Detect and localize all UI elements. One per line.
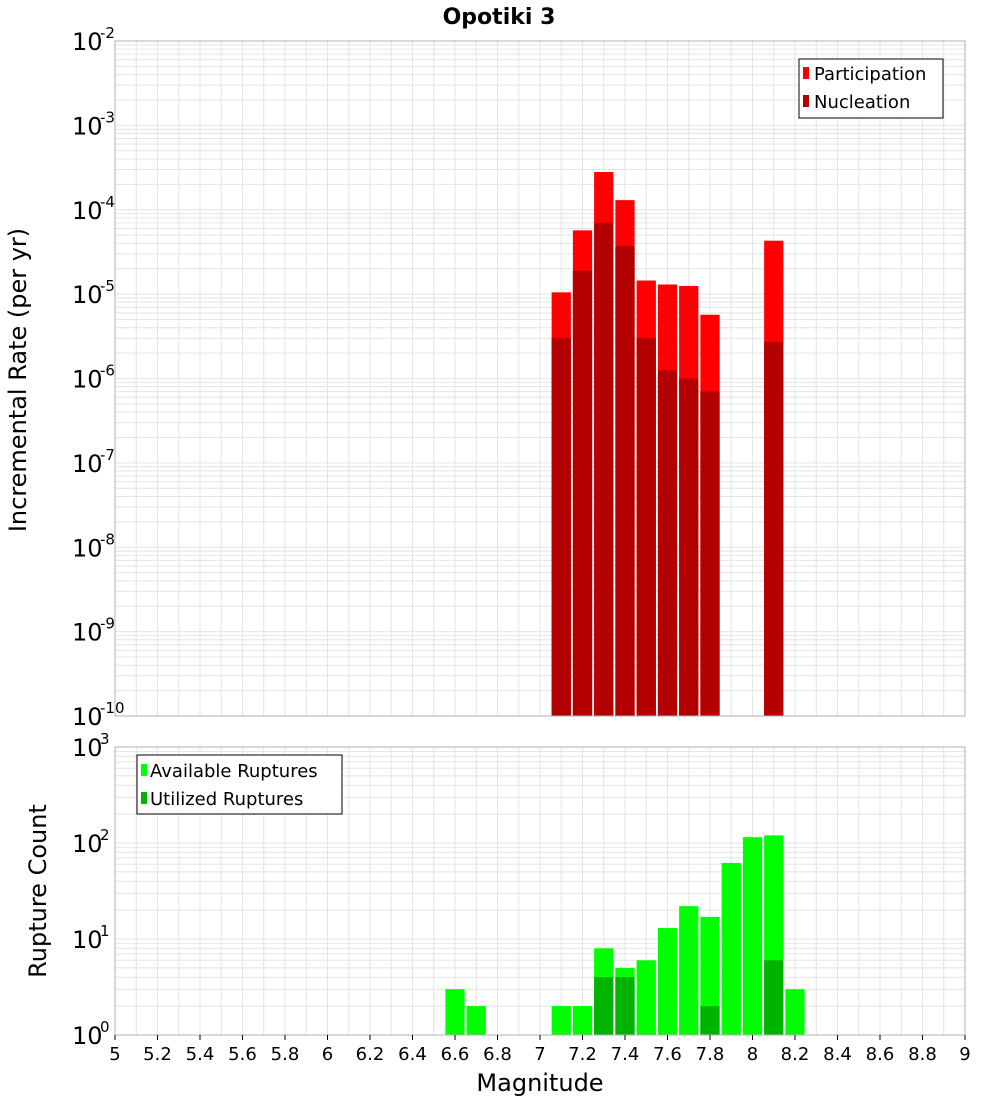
magnitude-x-ticks: 5 5.2 5.4 5.6 5.8 6 6.2 6.4 6.6 6.8 7 7.2 7.4 7.6 7.8 8… xyxy=(109,1035,971,1065)
x-tick-label: 5.2 xyxy=(143,1044,172,1065)
x-tick-label: 5.6 xyxy=(228,1044,257,1065)
nucleation-bar xyxy=(551,338,571,716)
rate-y-tick-exponent: -2 xyxy=(100,24,115,42)
utilized-ruptures-bar xyxy=(594,977,614,1035)
x-tick-label: 7.6 xyxy=(653,1044,682,1065)
rate-y-tick-exponent: -8 xyxy=(100,530,115,548)
utilized-ruptures-bar xyxy=(700,1006,720,1035)
available-legend-label: Available Ruptures xyxy=(150,761,318,782)
rate-y-tick-label: 10 xyxy=(72,619,103,647)
rate-y-tick-label: 10 xyxy=(72,366,103,394)
nucleation-bar xyxy=(700,391,720,716)
x-tick-label: 7.8 xyxy=(696,1044,725,1065)
available-ruptures-bar xyxy=(742,837,763,1035)
rate-y-tick-exponent: -7 xyxy=(100,446,115,464)
count-y-tick-exponent: 2 xyxy=(100,826,110,844)
count-bars xyxy=(445,835,805,1035)
available-ruptures-bar xyxy=(466,1006,486,1035)
rate-y-tick-label: 10 xyxy=(72,281,103,309)
x-tick-label: 6.4 xyxy=(398,1044,427,1065)
x-tick-label: 6.8 xyxy=(483,1044,512,1065)
count-y-tick-exponent: 0 xyxy=(100,1018,110,1036)
x-tick-label: 5 xyxy=(109,1044,120,1065)
x-tick-label: 6 xyxy=(322,1044,333,1065)
x-tick-label: 7.2 xyxy=(568,1044,597,1065)
available-ruptures-bar xyxy=(721,862,741,1035)
x-axis-title: Magnitude xyxy=(476,1069,603,1097)
available-legend-swatch xyxy=(141,764,147,776)
count-y-tick-label: 10 xyxy=(72,1022,103,1050)
rate-y-tick-label: 10 xyxy=(72,112,103,140)
nucleation-bar xyxy=(594,222,614,716)
rate-y-tick-exponent: -10 xyxy=(100,699,125,717)
rate-y-tick-label: 10 xyxy=(72,28,103,56)
x-tick-label: 9 xyxy=(959,1044,970,1065)
rate-legend: Participation Nucleation xyxy=(798,58,944,119)
nucleation-bar xyxy=(679,378,699,716)
rate-y-tick-exponent: -3 xyxy=(100,108,115,126)
rate-legend-box xyxy=(798,58,944,119)
rate-plot-frame xyxy=(114,40,966,717)
count-y-tick-label: 10 xyxy=(72,926,103,954)
rate-y-tick-label: 10 xyxy=(72,197,103,225)
x-tick-label: 7.4 xyxy=(611,1044,640,1065)
nucleation-bar xyxy=(615,246,635,716)
rate-y-tick-label: 10 xyxy=(72,450,103,478)
nucleation-bar xyxy=(636,338,656,716)
x-tick-label: 8 xyxy=(747,1044,758,1065)
available-ruptures-bar xyxy=(785,989,805,1035)
nucleation-bar xyxy=(572,270,593,716)
x-tick-label: 7 xyxy=(534,1044,545,1065)
available-ruptures-bar xyxy=(636,960,656,1035)
available-ruptures-bar xyxy=(679,906,699,1035)
rate-y-axis-title: Incremental Rate (per yr) xyxy=(4,228,32,532)
x-tick-label: 8.8 xyxy=(908,1044,937,1065)
rate-y-tick-exponent: -5 xyxy=(100,277,115,295)
count-y-tick-label: 10 xyxy=(72,734,103,762)
nucleation-bar xyxy=(764,342,784,716)
x-tick-label: 6.6 xyxy=(441,1044,470,1065)
participation-legend-swatch xyxy=(803,67,809,79)
x-tick-label: 8.4 xyxy=(823,1044,852,1065)
x-tick-label: 8.6 xyxy=(866,1044,895,1065)
count-y-tick-exponent: 3 xyxy=(100,730,110,748)
rate-grid xyxy=(115,41,965,717)
available-ruptures-bar xyxy=(551,1006,571,1035)
rate-y-tick-label: 10 xyxy=(72,703,103,731)
x-tick-label: 5.4 xyxy=(186,1044,215,1065)
nucleation-legend-swatch xyxy=(803,95,809,107)
rate-bars xyxy=(551,172,784,717)
rate-y-tick-exponent: -9 xyxy=(100,615,115,633)
available-ruptures-bar xyxy=(445,989,465,1035)
available-ruptures-bar xyxy=(657,928,678,1035)
available-ruptures-bar xyxy=(572,1006,593,1035)
x-tick-label: 8.2 xyxy=(781,1044,810,1065)
count-y-tick-exponent: 1 xyxy=(100,922,110,940)
chart-title: Opotiki 3 xyxy=(443,5,556,30)
count-y-axis-title: Rupture Count xyxy=(24,804,52,978)
nucleation-legend-label: Nucleation xyxy=(814,92,910,113)
nucleation-bar xyxy=(657,370,678,716)
count-legend: Available Ruptures Utilized Ruptures xyxy=(136,754,343,815)
available-ruptures-bar xyxy=(700,916,720,1035)
participation-legend-label: Participation xyxy=(814,64,926,85)
count-y-tick-label: 10 xyxy=(72,830,103,858)
x-tick-label: 6.2 xyxy=(356,1044,385,1065)
utilized-legend-label: Utilized Ruptures xyxy=(150,789,303,810)
rate-y-tick-label: 10 xyxy=(72,534,103,562)
utilized-ruptures-bar xyxy=(615,977,635,1035)
rate-y-tick-exponent: -4 xyxy=(100,193,115,211)
x-tick-label: 5.8 xyxy=(271,1044,300,1065)
utilized-legend-swatch xyxy=(141,792,147,804)
count-legend-box xyxy=(136,754,343,815)
rate-y-tick-exponent: -6 xyxy=(100,362,115,380)
utilized-ruptures-bar xyxy=(764,960,784,1035)
